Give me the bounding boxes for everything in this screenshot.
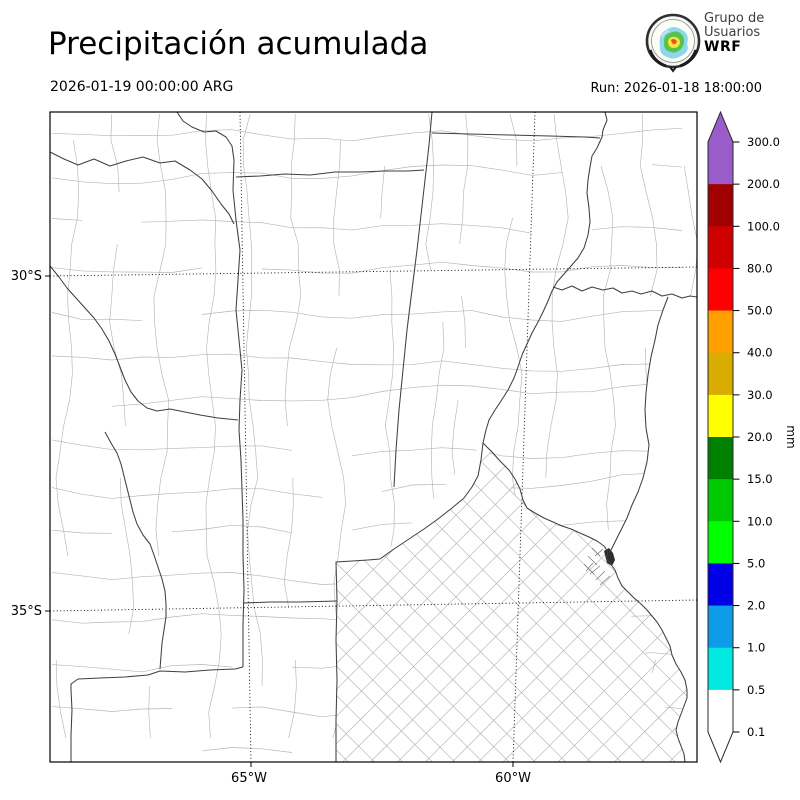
- wrf-users-logo: Grupo de Usuarios WRF: [640, 6, 800, 76]
- colorbar-segment: [708, 605, 733, 649]
- colorbar-segment: [708, 310, 733, 354]
- colorbar-segment: [708, 394, 733, 438]
- colorbar-tick-label: 20.0: [747, 430, 773, 444]
- department-line: [111, 383, 683, 407]
- colorbar-tick-label: 2.0: [747, 599, 765, 613]
- colorbar-tick-label: 15.0: [747, 472, 773, 486]
- department-line: [205, 113, 222, 739]
- colorbar-segment: [708, 689, 733, 733]
- partido-line: [336, 443, 491, 762]
- partido-line: [524, 443, 687, 762]
- colorbar-tick-label: 200.0: [747, 177, 780, 191]
- logo-emblem: [645, 13, 701, 73]
- partido-line: [336, 443, 518, 762]
- colorbar-tick-label: 0.1: [747, 725, 765, 739]
- logo-text-wrf: WRF: [704, 39, 742, 55]
- colorbar-segment: [708, 352, 733, 396]
- department-line: [283, 113, 302, 739]
- colorbar-segment: [708, 184, 733, 227]
- uruguay-river-border: [609, 296, 669, 553]
- colorbar-unit-label: mm: [784, 425, 798, 448]
- department-line: [55, 139, 80, 739]
- map-frame: [49, 111, 698, 763]
- logo-laurel-left: [648, 49, 667, 68]
- colorbar-tick-label: 100.0: [747, 219, 780, 233]
- department-line: [51, 261, 683, 274]
- caba-dense-patch: [583, 547, 615, 586]
- logo-text: Grupo de Usuarios WRF: [704, 11, 765, 55]
- y-tick-label-30s: 30°S: [11, 269, 42, 284]
- department-line: [51, 164, 683, 185]
- department-line: [51, 519, 653, 534]
- partido-line: [444, 443, 687, 762]
- colorbar-segment: [708, 142, 733, 185]
- x-tick-label-65w: 65°W: [231, 771, 267, 786]
- department-line: [51, 472, 683, 499]
- colorbar: 300.0 200.0 100.0 80.0 50.0 40.0 30.0 20.0 15.0 1…: [707, 110, 780, 764]
- latitude-gridline-30s: [49, 266, 698, 277]
- partido-line: [685, 443, 687, 762]
- colorbar-segment: [708, 521, 733, 564]
- colorbar-tick-label: 30.0: [747, 388, 773, 402]
- department-line: [51, 218, 683, 234]
- department-line: [148, 113, 169, 739]
- department-line: [51, 353, 683, 372]
- partido-line: [443, 443, 687, 762]
- partido-line: [336, 443, 441, 762]
- department-line: [51, 439, 683, 459]
- colorbar-segment: [708, 563, 733, 606]
- coastline: [482, 442, 688, 763]
- colorbar-tick-label: 5.0: [747, 556, 765, 570]
- axis-ticks: [45, 275, 514, 767]
- y-tick-label-35s: 35°S: [11, 604, 42, 619]
- x-tick-label-60w: 60°W: [495, 771, 531, 786]
- colorbar-segment: [708, 437, 733, 480]
- colorbar-tick-label: 40.0: [747, 346, 773, 360]
- logo-laurel-right: [679, 49, 698, 68]
- logo-text-line2: Usuarios: [704, 25, 761, 40]
- colorbar-tick-label: 80.0: [747, 261, 773, 275]
- partido-line: [577, 443, 687, 762]
- page-title: Precipitación acumulada: [48, 26, 429, 62]
- partido-line: [336, 443, 575, 762]
- partido-line: [417, 443, 687, 762]
- logo-text-line1: Grupo de: [704, 11, 765, 26]
- partido-line: [336, 443, 464, 762]
- colorbar-segment: [708, 479, 733, 522]
- colorbar-over-arrow: [708, 112, 733, 142]
- province-boundaries: [49, 111, 698, 763]
- partido-line: [336, 443, 544, 762]
- colorbar-tick-label: 300.0: [747, 135, 780, 149]
- colorbar-tick-label: 1.0: [747, 641, 765, 655]
- partido-line: [336, 443, 547, 762]
- partido-line: [336, 443, 600, 762]
- logo-radar-blob: [659, 27, 688, 59]
- valid-time-label: 2026-01-19 00:00:00 ARG: [50, 79, 234, 95]
- colorbar-tick-label: 10.0: [747, 514, 773, 528]
- colorbar-tick-label: 0.5: [747, 683, 765, 697]
- partido-line: [549, 443, 687, 762]
- colorbar-segment: [708, 226, 733, 269]
- colorbar-segment: [708, 647, 733, 691]
- colorbar-tick-label: 50.0: [747, 304, 773, 318]
- partido-line: [336, 443, 412, 762]
- buenos-aires-underlay: [336, 443, 685, 762]
- run-time-label: Run: 2026-01-18 18:00:00: [590, 81, 762, 96]
- river-plate-blank-area: [606, 297, 697, 762]
- colorbar-segment: [708, 268, 733, 311]
- partido-line: [606, 443, 687, 762]
- buenos-aires-border: [335, 442, 484, 762]
- latitude-gridline-35s: [49, 599, 698, 612]
- graticule: [49, 111, 698, 763]
- logo-laurel-tip: [669, 66, 677, 73]
- colorbar-under-arrow: [708, 732, 733, 762]
- department-line: [51, 309, 683, 322]
